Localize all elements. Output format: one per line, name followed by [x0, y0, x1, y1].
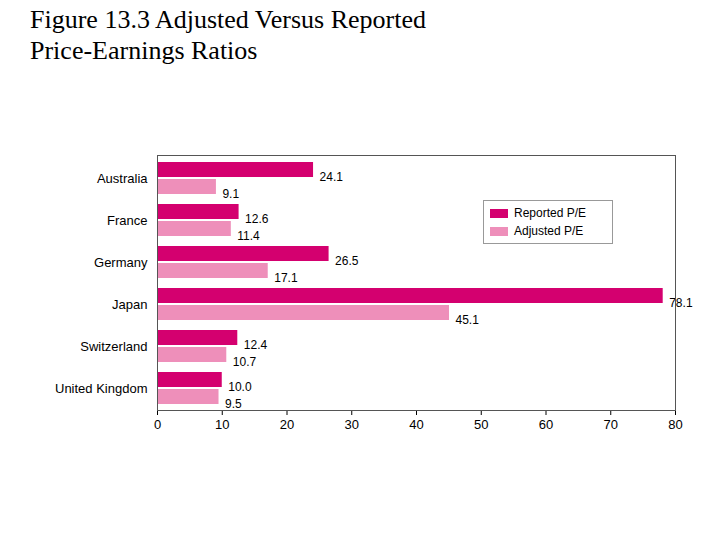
svg-text:Japan: Japan [112, 297, 147, 312]
svg-text:0: 0 [154, 417, 161, 432]
svg-text:10: 10 [215, 417, 229, 432]
svg-text:9.5: 9.5 [225, 397, 242, 411]
svg-text:12.4: 12.4 [244, 338, 268, 352]
html-text:Adjusted P/E: Adjusted P/E [514, 224, 584, 238]
svg-text:26.5: 26.5 [335, 254, 359, 268]
svg-text:40: 40 [409, 417, 423, 432]
svg-text:Switzerland: Switzerland [80, 339, 147, 354]
svg-text:50: 50 [474, 417, 488, 432]
svg-text:70: 70 [604, 417, 618, 432]
svg-text:60: 60 [539, 417, 553, 432]
svg-text:11.4: 11.4 [237, 229, 260, 243]
svg-text:12.6: 12.6 [245, 212, 269, 226]
svg-text:Germany: Germany [94, 255, 148, 270]
svg-text:9.1: 9.1 [222, 187, 239, 201]
svg-text:78.1: 78.1 [669, 296, 693, 310]
svg-text:30: 30 [345, 417, 359, 432]
svg-text:20: 20 [280, 417, 294, 432]
svg-text:10.7: 10.7 [233, 355, 257, 369]
svg-text:10.0: 10.0 [228, 380, 252, 394]
svg-text:France: France [107, 213, 147, 228]
svg-text:24.1: 24.1 [320, 170, 344, 184]
html-text:Reported P/E: Reported P/E [514, 206, 586, 220]
svg-text:17.1: 17.1 [274, 271, 298, 285]
svg-text:45.1: 45.1 [456, 313, 480, 327]
html-text:Figure 13.3 Adjusted Versus Re: Figure 13.3 Adjusted Versus Reported Pri… [30, 5, 426, 65]
svg-text:Australia: Australia [97, 171, 148, 186]
svg-text:80: 80 [668, 417, 682, 432]
svg-text:United Kingdom: United Kingdom [55, 381, 148, 396]
